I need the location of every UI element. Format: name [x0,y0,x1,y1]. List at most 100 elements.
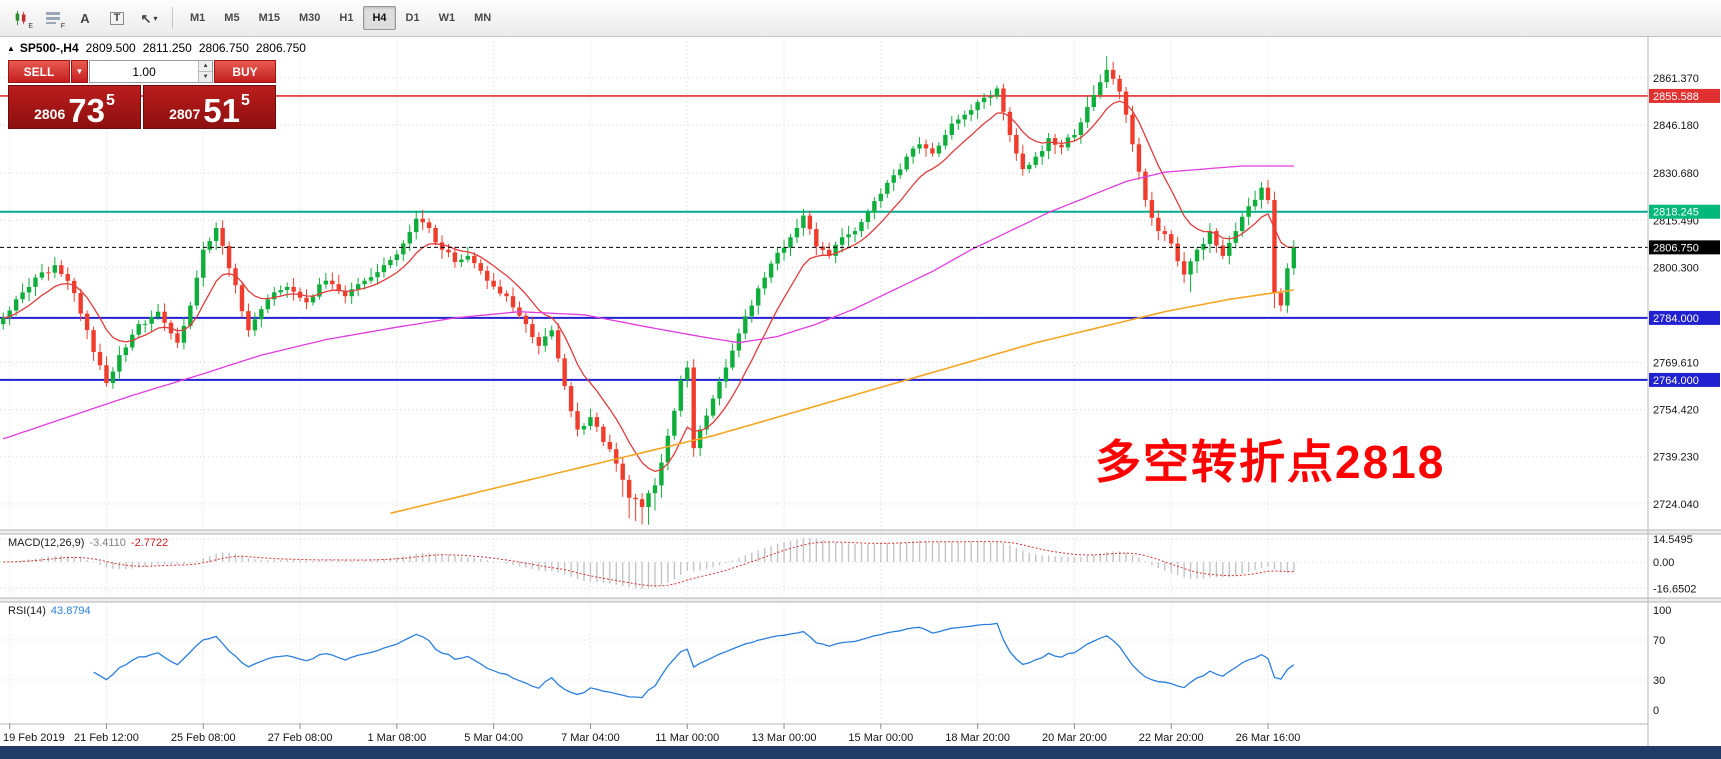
svg-text:5 Mar 04:00: 5 Mar 04:00 [464,732,523,744]
symbol-info: ▲ SP500-,H4 2809.500 2811.250 2806.750 2… [7,41,306,55]
one-click-trading-panel: SELL ▼ ▲ ▼ BUY 2806 73 5 2807 51 5 [8,60,276,129]
sell-price-big: 73 [68,91,105,129]
buy-price-button[interactable]: 2807 51 5 [143,85,276,129]
panel-separator[interactable] [0,598,1721,602]
svg-text:2769.610: 2769.610 [1653,358,1699,370]
sell-price-button[interactable]: 2806 73 5 [8,85,141,129]
buy-price-big: 51 [203,91,240,129]
svg-text:19 Feb 2019: 19 Feb 2019 [3,732,65,744]
svg-text:0.00: 0.00 [1653,557,1674,569]
svg-text:25 Feb 08:00: 25 Feb 08:00 [171,732,236,744]
macd-signal-line [3,541,1294,587]
buy-button[interactable]: BUY [214,60,276,83]
indicator-axis-scale[interactable]: 14.5495 0.00 -16.6502 100 70 30 0 [1653,534,1696,717]
svg-text:30: 30 [1653,675,1665,687]
svg-text:27 Feb 08:00: 27 Feb 08:00 [268,732,333,744]
buy-price-prefix: 2807 [169,106,201,122]
moving-averages [3,100,1294,515]
svg-text:20 Mar 20:00: 20 Mar 20:00 [1042,732,1107,744]
draw-arrow-icon[interactable]: ↖ ▾ [134,4,164,32]
svg-text:2830.680: 2830.680 [1653,168,1699,180]
svg-text:2855.588: 2855.588 [1653,91,1699,103]
panel-frame [0,36,1721,746]
svg-text:13 Mar 00:00: 13 Mar 00:00 [752,732,817,744]
chevron-down-icon: ▾ [153,13,158,23]
svg-text:2739.230: 2739.230 [1653,452,1699,464]
volume-increase-button[interactable]: ▲ [199,61,212,72]
level-lines[interactable] [0,95,1648,381]
timeframe-m5[interactable]: M5 [215,6,248,30]
collapse-arrow-icon[interactable]: ▲ [7,43,15,53]
timeframe-d1[interactable]: D1 [397,6,429,30]
volume-spinner: ▲ ▼ [198,61,212,82]
timeframe-h1[interactable]: H1 [330,6,362,30]
rsi-series [93,622,1295,699]
ohlc-high: 2811.250 [142,41,192,55]
timeframe-m30[interactable]: M30 [290,6,329,30]
text-tool-icon[interactable]: A [70,4,100,32]
ohlc-close: 2806.750 [255,41,306,55]
svg-text:21 Feb 12:00: 21 Feb 12:00 [74,732,139,744]
order-options-dropdown[interactable]: ▼ [71,60,88,83]
candlestick-series [1,56,1297,525]
volume-field: ▲ ▼ [89,60,213,83]
price-badge [1649,240,1720,255]
ohlc-open: 2809.500 [85,41,136,55]
timeframe-m15[interactable]: M15 [250,6,289,30]
macd-name: MACD(12,26,9) [8,537,85,549]
sell-price-sup: 5 [105,92,115,109]
ma-slow-line [3,165,1294,440]
svg-text:2784.000: 2784.000 [1653,313,1699,325]
charts-overlay-icon[interactable]: E [6,4,36,32]
timeframe-h4[interactable]: H4 [363,6,396,30]
sell-price-prefix: 2806 [34,106,66,122]
svg-text:-16.6502: -16.6502 [1653,583,1696,595]
macd-signal [3,541,1294,587]
rsi-indicator-label: RSI(14) 43.8794 [8,605,91,617]
svg-text:22 Mar 20:00: 22 Mar 20:00 [1139,732,1204,744]
chart-list-icon[interactable]: F [38,4,68,32]
svg-text:11 Mar 00:00: 11 Mar 00:00 [655,732,719,744]
volume-input[interactable] [90,61,199,82]
svg-text:100: 100 [1653,605,1671,617]
price-axis-scale[interactable]: 2861.3702846.1802830.6802815.4902800.300… [1649,73,1720,511]
svg-text:18 Mar 20:00: 18 Mar 20:00 [945,732,1010,744]
toolbar-separator [172,7,173,29]
rsi-line [93,622,1295,699]
svg-text:2764.000: 2764.000 [1653,375,1699,387]
symbol-name: SP500-,H4 [19,41,79,55]
ma-fast-line [3,100,1294,472]
toolbar-icon-group: E F A T ↖ ▾ [6,4,164,32]
svg-text:0: 0 [1653,705,1659,717]
svg-text:1 Mar 08:00: 1 Mar 08:00 [368,732,427,744]
price-badge [1649,372,1720,387]
svg-text:2818.245: 2818.245 [1653,207,1699,219]
rsi-name: RSI(14) [8,605,46,617]
buy-price-sup: 5 [240,92,250,109]
macd-main-value: -3.4110 [89,537,126,549]
textbox-tool-icon[interactable]: T [102,4,132,32]
annotation-text[interactable]: 多空转折点2818 [1095,436,1446,488]
sell-button[interactable]: SELL [8,60,70,83]
volume-decrease-button[interactable]: ▼ [199,72,212,82]
ma-trend-line [390,289,1294,515]
bottom-strip [0,746,1721,759]
time-axis-scale[interactable]: 19 Feb 2019 21 Feb 12:00 25 Feb 08:00 27 Fe… [3,724,1300,744]
svg-text:7 Mar 04:00: 7 Mar 04:00 [561,732,620,744]
svg-text:2861.370: 2861.370 [1653,73,1699,85]
panel-separator[interactable] [0,530,1721,534]
price-badge [1649,88,1720,103]
timeframe-mn[interactable]: MN [465,6,500,30]
macd-signal-value: -2.7722 [130,537,169,549]
timeframe-w1[interactable]: W1 [430,6,465,30]
macd-histogram [8,538,1295,589]
svg-text:70: 70 [1653,635,1665,647]
svg-text:2724.040: 2724.040 [1653,499,1699,511]
svg-text:2800.300: 2800.300 [1653,262,1699,274]
timeframe-m1[interactable]: M1 [181,6,214,30]
svg-text:2846.180: 2846.180 [1653,120,1699,132]
rsi-value: 43.8794 [50,605,91,617]
svg-text:2806.750: 2806.750 [1653,242,1699,254]
